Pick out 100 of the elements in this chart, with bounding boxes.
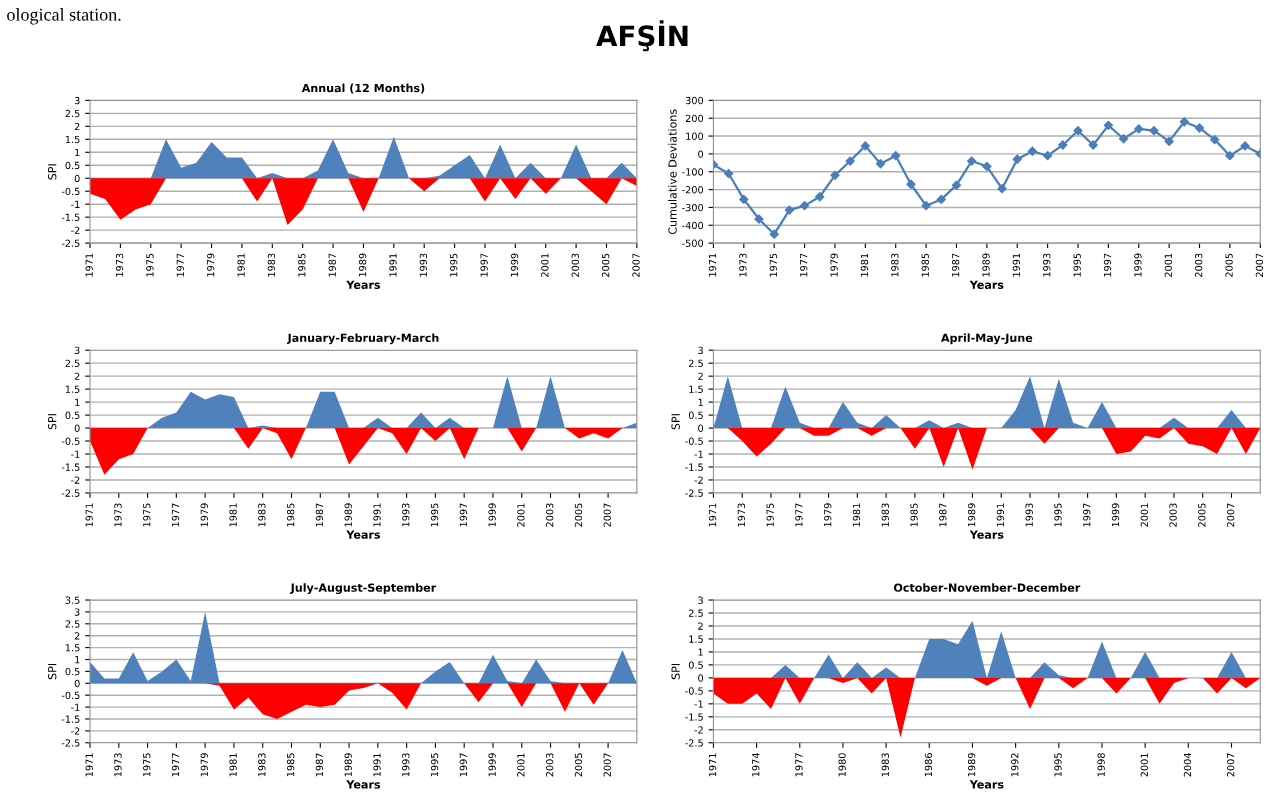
x-tick-label: 1993 [419, 253, 428, 277]
x-tick-label: 1985 [910, 503, 918, 527]
point [1058, 140, 1068, 150]
text: ological station. [7, 8, 121, 25]
x-tick-label: 1997 [480, 253, 488, 277]
y-tick-label: 0.5 [65, 161, 80, 170]
x-tick-label: 1991 [996, 503, 1005, 527]
y-tick-label: 2 [74, 372, 80, 380]
x-tick-label: 1971 [85, 503, 93, 527]
x-tick-label: 1987 [315, 753, 324, 777]
y-tick-label: 2 [74, 632, 80, 640]
y-tick-label: -2.5 [61, 739, 80, 747]
x-axis-title: Years [346, 530, 380, 539]
y-tick-label: -2.5 [685, 489, 703, 497]
x-axis-title: Years [969, 530, 1004, 539]
x-tick-label: 2007 [603, 753, 611, 777]
x-tick-label: 1974 [752, 753, 760, 777]
y-tick-label: 0.5 [688, 411, 703, 419]
y-tick-label: -2 [71, 727, 80, 735]
chart-title: January-February-March [286, 333, 439, 345]
y-tick-label: 2 [698, 622, 703, 630]
y-axis-title: SPI [47, 414, 57, 430]
x-tick-label: 1999 [488, 753, 496, 777]
x-tick-label: 2001 [517, 503, 525, 527]
y-tick-label: -2.5 [61, 489, 80, 497]
x-tick-label: 1971 [85, 253, 93, 277]
x-tick-label: 1993 [1043, 253, 1051, 277]
x-tick-label: 1983 [891, 253, 899, 277]
y-axis-title: SPI [671, 414, 680, 430]
point [799, 201, 810, 211]
x-tick-label: 2003 [1194, 253, 1203, 277]
x-axis-title: Years [969, 280, 1004, 289]
x-tick-label: 1998 [1097, 753, 1105, 777]
x-tick-label: 2007 [1226, 753, 1235, 777]
x-tick-label: 1987 [328, 253, 336, 277]
x-tick-label: 1971 [708, 503, 717, 527]
y-tick-label: -1 [71, 450, 80, 458]
y-tick-label: 1.5 [689, 635, 703, 643]
y-axis-title: SPI [47, 164, 57, 180]
x-tick-label: 1983 [267, 253, 276, 277]
chart-title: July-August-September [290, 583, 437, 595]
point [967, 156, 977, 166]
point [1210, 135, 1220, 145]
x-tick-label: 2005 [601, 253, 610, 277]
x-axis-title: Years [969, 780, 1004, 789]
x-tick-label: 1989 [982, 253, 990, 277]
x-tick-label: 1973 [114, 503, 122, 527]
y-axis-title: SPI [671, 663, 680, 680]
x-tick-label: 1999 [488, 503, 496, 527]
x-tick-label: 1977 [171, 503, 180, 527]
point [784, 205, 795, 215]
x-tick-label: 1979 [830, 253, 838, 277]
point [1073, 126, 1083, 136]
y-tick-label: 0 [698, 424, 704, 432]
x-tick-label: 1979 [200, 503, 208, 527]
y-tick-label: 200 [685, 114, 704, 123]
x-tick-label: 1971 [708, 253, 717, 277]
x-tick-label: 1999 [1111, 503, 1120, 527]
point [1179, 117, 1189, 127]
point [1118, 134, 1129, 144]
point [739, 194, 749, 205]
x-tick-label: 1973 [115, 253, 124, 277]
x-tick-label: 1985 [286, 503, 295, 527]
x-tick-label: 1993 [402, 753, 410, 777]
x-tick-label: 1985 [286, 753, 295, 777]
y-tick-label: -0.5 [61, 691, 80, 700]
y-tick-label: 1 [75, 398, 80, 406]
y-tick-label: 2.5 [65, 620, 80, 628]
y-tick-label: 2.5 [688, 359, 703, 368]
x-tick-label: 1973 [114, 753, 122, 777]
x-tick-label: 1993 [1025, 503, 1033, 527]
x-tick-label: 1999 [510, 253, 519, 277]
y-tick-label: 2 [74, 122, 80, 131]
x-tick-label: 2001 [541, 253, 549, 277]
y-tick-label: 0 [74, 174, 80, 183]
x-tick-label: 1995 [430, 753, 439, 777]
x-tick-label: 1985 [298, 253, 306, 277]
point [830, 170, 840, 180]
x-tick-label: 1983 [258, 753, 266, 777]
x-tick-label: 2007 [1255, 253, 1264, 277]
y-tick-label: -1.5 [685, 713, 703, 721]
x-tick-label: 1989 [967, 753, 976, 777]
x-tick-label: 2005 [1225, 253, 1233, 277]
x-tick-label: 1979 [207, 253, 215, 277]
y-tick-label: -0.5 [685, 687, 703, 695]
x-tick-label: 1991 [373, 503, 381, 527]
point [1134, 124, 1144, 134]
y-tick-label: -2 [71, 476, 80, 484]
x-tick-label: 1997 [459, 753, 467, 777]
x-tick-label: 1989 [344, 753, 352, 777]
x-tick-label: 1975 [146, 253, 154, 277]
x-tick-label: 2007 [632, 253, 640, 277]
x-tick-label: 1977 [795, 753, 803, 777]
x-tick-label: 2005 [574, 503, 583, 527]
x-tick-label: 1995 [1054, 503, 1062, 527]
x-tick-label: 2001 [1140, 503, 1148, 527]
x-tick-label: 2004 [1183, 753, 1192, 777]
point [769, 229, 779, 239]
y-tick-label: 1.5 [65, 385, 80, 393]
point [921, 201, 931, 211]
